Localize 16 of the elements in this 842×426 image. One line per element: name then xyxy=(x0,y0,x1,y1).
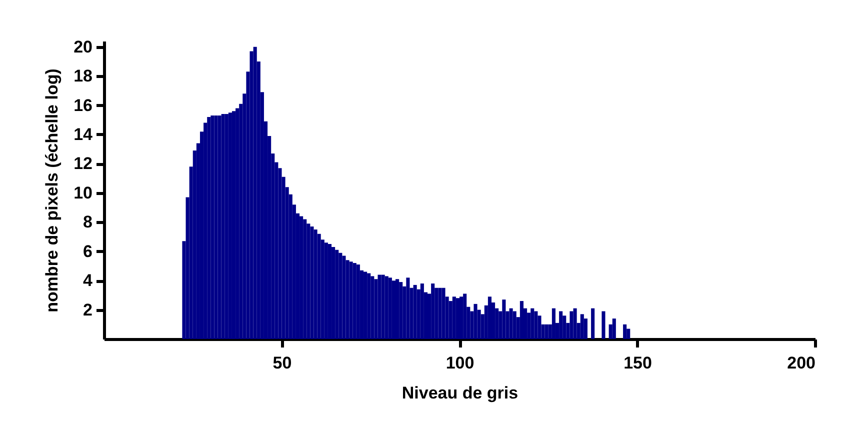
y-tick-label: 12 xyxy=(74,154,92,174)
y-tick-label: 6 xyxy=(83,242,92,261)
y-tick-label: 18 xyxy=(74,66,92,86)
x-tick-label: 50 xyxy=(272,354,292,372)
y-axis-title: nombre de pixels (échelle log) xyxy=(42,68,62,312)
x-tick-label: 200 xyxy=(787,354,816,372)
x-tick-label: 150 xyxy=(624,354,652,372)
y-tick-label: 2 xyxy=(83,300,92,320)
x-axis-title: Niveau de gris xyxy=(402,384,518,402)
y-tick-label: 16 xyxy=(74,96,92,115)
y-tick-label: 10 xyxy=(74,183,92,202)
y-tick-label: 20 xyxy=(74,37,92,56)
y-tick-label: 4 xyxy=(83,271,94,290)
x-tick-label: 100 xyxy=(446,354,474,372)
y-tick-label: 14 xyxy=(74,124,94,144)
y-tick-label: 8 xyxy=(83,212,92,232)
